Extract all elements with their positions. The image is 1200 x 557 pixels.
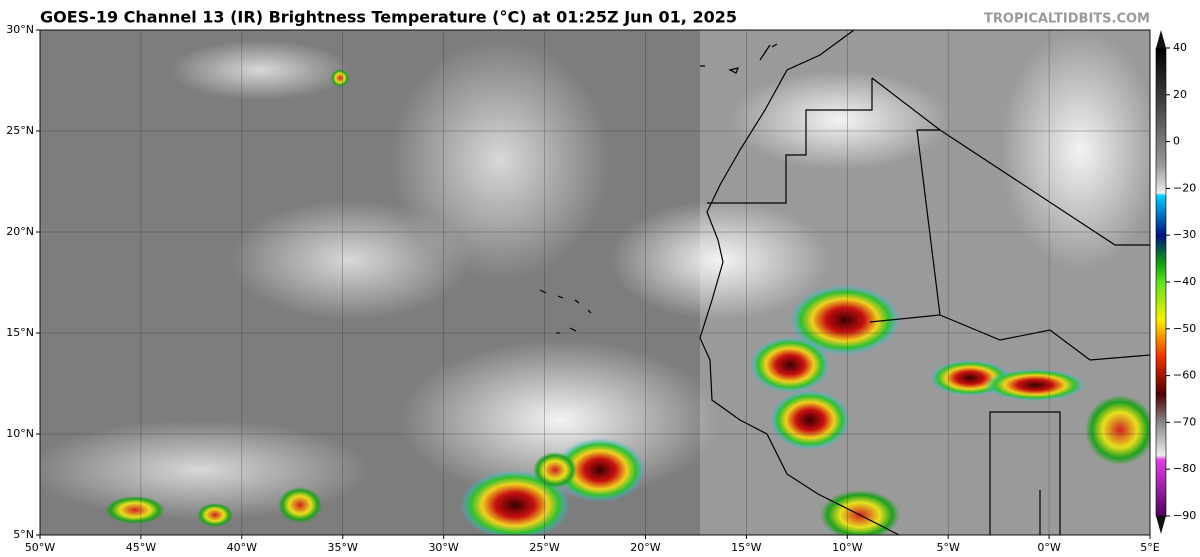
lon-label: 30°W (428, 541, 458, 554)
lon-label: 5°E (1140, 541, 1159, 554)
lon-label: 50°W (25, 541, 55, 554)
colorbar-tick-label: 0 (1173, 135, 1180, 148)
lat-label: 15°N (6, 326, 34, 339)
colorbar-tick-label: 40 (1173, 41, 1187, 54)
lat-label: 10°N (6, 427, 34, 440)
watermark: TROPICALTIDBITS.COM (984, 12, 1150, 27)
colorbar-tick-label: −20 (1173, 181, 1196, 194)
lon-label: 20°W (630, 541, 660, 554)
lat-label: 30°N (6, 23, 34, 36)
lon-label: 40°W (227, 541, 257, 554)
lon-label: 25°W (529, 541, 559, 554)
colorbar-tick-label: −80 (1173, 462, 1196, 475)
lat-label: 5°N (13, 528, 34, 541)
lon-label: 45°W (126, 541, 156, 554)
satellite-image (40, 30, 1150, 535)
colorbar-tick-label: 20 (1173, 88, 1187, 101)
colorbar-tick-label: −90 (1173, 509, 1196, 522)
lon-label: 10°W (832, 541, 862, 554)
lat-label: 20°N (6, 225, 34, 238)
colorbar-tick-label: −40 (1173, 275, 1196, 288)
colorbar (1155, 47, 1167, 517)
colorbar-tick-label: −30 (1173, 228, 1196, 241)
lat-label: 25°N (6, 124, 34, 137)
lon-label: 5°W (936, 541, 959, 554)
lon-label: 35°W (328, 541, 358, 554)
colorbar-tick-label: −60 (1173, 369, 1196, 382)
colorbar-tick-label: −70 (1173, 415, 1196, 428)
colorbar-tick-label: −50 (1173, 322, 1196, 335)
lon-label: 0°W (1037, 541, 1060, 554)
lon-label: 15°W (731, 541, 761, 554)
map-title: GOES-19 Channel 13 (IR) Brightness Tempe… (40, 8, 737, 27)
labels: 30°N 25°N 20°N 15°N 10°N 5°N50°W 45°W 40°W 35°W 3… (6, 23, 1196, 554)
